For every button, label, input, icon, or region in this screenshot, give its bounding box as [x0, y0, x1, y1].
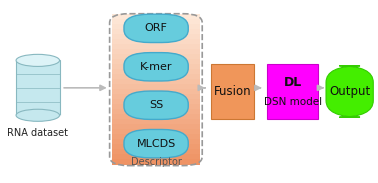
Bar [112, 119, 200, 125]
Bar [112, 149, 200, 155]
Text: RNA dataset: RNA dataset [7, 128, 68, 138]
Bar [112, 14, 200, 20]
Bar [112, 139, 200, 145]
Bar [112, 59, 200, 65]
FancyBboxPatch shape [124, 91, 188, 119]
Text: Descriptor: Descriptor [131, 156, 181, 167]
Bar [112, 94, 200, 100]
Bar [112, 24, 200, 30]
Bar [112, 49, 200, 55]
FancyBboxPatch shape [124, 53, 188, 81]
Bar [112, 159, 200, 165]
Text: Fusion: Fusion [214, 85, 251, 98]
Text: ORF: ORF [145, 23, 167, 33]
FancyBboxPatch shape [124, 14, 188, 43]
Bar [112, 144, 200, 150]
Bar [112, 129, 200, 135]
Bar [112, 109, 200, 115]
Bar [112, 84, 200, 90]
Bar [112, 39, 200, 45]
Bar [112, 54, 200, 60]
Text: Output: Output [329, 85, 370, 98]
Bar [112, 44, 200, 50]
Bar [268, 64, 318, 119]
Text: MLCDS: MLCDS [136, 139, 176, 149]
Bar [112, 124, 200, 130]
Bar [112, 114, 200, 120]
Bar [112, 79, 200, 85]
Bar [112, 154, 200, 160]
Bar [112, 34, 200, 40]
Bar [112, 99, 200, 105]
Ellipse shape [16, 54, 60, 66]
Bar [112, 69, 200, 75]
FancyBboxPatch shape [326, 66, 373, 117]
FancyBboxPatch shape [124, 130, 188, 158]
Text: SS: SS [149, 100, 163, 110]
Text: K-mer: K-mer [140, 62, 172, 72]
Bar [16, 60, 59, 115]
Bar [112, 74, 200, 80]
Bar [112, 89, 200, 95]
Bar [112, 64, 200, 70]
Text: DL: DL [284, 76, 302, 89]
Ellipse shape [16, 109, 60, 121]
Bar [112, 104, 200, 110]
Text: DSN model: DSN model [264, 98, 322, 107]
Bar [112, 19, 200, 25]
Bar [211, 64, 254, 119]
Bar [112, 29, 200, 35]
Bar [112, 134, 200, 140]
